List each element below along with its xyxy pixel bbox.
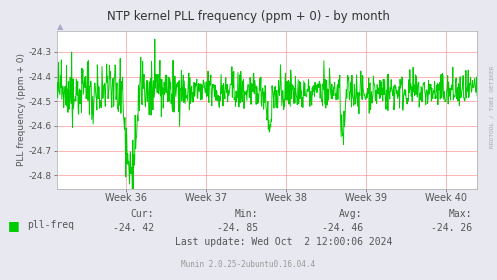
Text: Min:: Min:: [235, 209, 258, 219]
Text: RRDTOOL / TOBI OETIKER: RRDTOOL / TOBI OETIKER: [490, 65, 495, 148]
Text: Cur:: Cur:: [131, 209, 154, 219]
Y-axis label: PLL frequency (ppm + 0): PLL frequency (ppm + 0): [17, 53, 26, 166]
Text: Max:: Max:: [449, 209, 472, 219]
Text: Munin 2.0.25-2ubuntu0.16.04.4: Munin 2.0.25-2ubuntu0.16.04.4: [181, 260, 316, 269]
Text: -24. 46: -24. 46: [322, 223, 363, 233]
Text: NTP kernel PLL frequency (ppm + 0) - by month: NTP kernel PLL frequency (ppm + 0) - by …: [107, 10, 390, 23]
Text: Avg:: Avg:: [339, 209, 363, 219]
Text: ▲: ▲: [57, 22, 64, 31]
Text: pll-freq: pll-freq: [27, 220, 75, 230]
Text: ■: ■: [7, 219, 19, 232]
Text: -24. 26: -24. 26: [431, 223, 472, 233]
Text: Last update: Wed Oct  2 12:00:06 2024: Last update: Wed Oct 2 12:00:06 2024: [174, 237, 392, 247]
Text: -24. 42: -24. 42: [113, 223, 154, 233]
Text: -24. 85: -24. 85: [217, 223, 258, 233]
